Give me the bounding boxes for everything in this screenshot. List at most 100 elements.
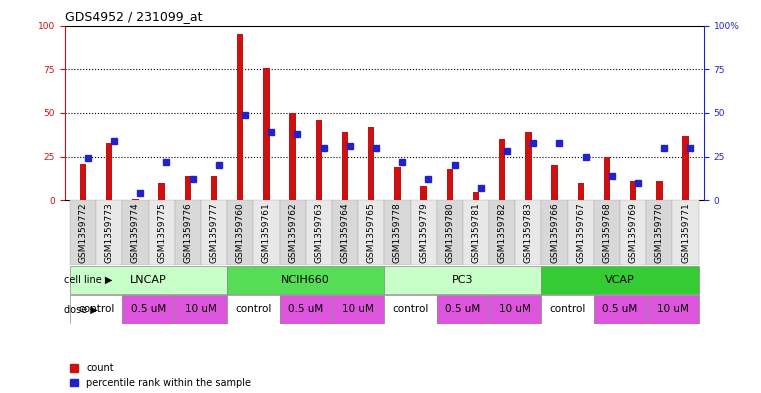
Bar bbox=[515, 200, 542, 265]
Bar bbox=[279, 200, 306, 265]
Bar bbox=[201, 200, 227, 265]
Text: GSM1359762: GSM1359762 bbox=[288, 202, 297, 263]
Bar bbox=[620, 200, 646, 265]
Bar bbox=[384, 200, 410, 265]
Text: GSM1359776: GSM1359776 bbox=[183, 202, 193, 263]
Bar bbox=[106, 143, 113, 200]
Text: GSM1359769: GSM1359769 bbox=[629, 202, 638, 263]
Text: cell line ▶: cell line ▶ bbox=[64, 275, 113, 285]
Text: control: control bbox=[549, 305, 586, 314]
Bar bbox=[683, 136, 689, 200]
Text: control: control bbox=[235, 305, 272, 314]
Bar bbox=[279, 296, 332, 323]
Text: GSM1359782: GSM1359782 bbox=[498, 202, 507, 263]
Text: GSM1359767: GSM1359767 bbox=[576, 202, 585, 263]
Bar bbox=[473, 192, 479, 200]
Text: 0.5 uM: 0.5 uM bbox=[288, 305, 323, 314]
Text: GDS4952 / 231099_at: GDS4952 / 231099_at bbox=[65, 10, 202, 23]
Bar bbox=[70, 296, 123, 323]
Bar bbox=[410, 200, 437, 265]
Bar bbox=[463, 200, 489, 265]
Bar bbox=[646, 200, 673, 265]
Bar bbox=[185, 176, 191, 200]
Bar bbox=[489, 296, 542, 323]
Text: GSM1359775: GSM1359775 bbox=[157, 202, 166, 263]
Bar bbox=[175, 200, 201, 265]
Text: PC3: PC3 bbox=[452, 275, 473, 285]
Text: GSM1359766: GSM1359766 bbox=[550, 202, 559, 263]
Text: GSM1359764: GSM1359764 bbox=[340, 202, 349, 263]
Bar bbox=[603, 157, 610, 200]
Text: GSM1359770: GSM1359770 bbox=[655, 202, 664, 263]
Bar bbox=[542, 200, 568, 265]
Text: LNCAP: LNCAP bbox=[130, 275, 167, 285]
Text: VCAP: VCAP bbox=[605, 275, 635, 285]
Text: GSM1359778: GSM1359778 bbox=[393, 202, 402, 263]
Bar bbox=[551, 165, 558, 200]
Bar bbox=[578, 183, 584, 200]
Bar bbox=[542, 296, 594, 323]
Text: NCIH660: NCIH660 bbox=[282, 275, 330, 285]
Bar bbox=[673, 200, 699, 265]
Bar bbox=[80, 164, 86, 200]
Bar bbox=[420, 186, 427, 200]
Text: GSM1359779: GSM1359779 bbox=[419, 202, 428, 263]
Text: 0.5 uM: 0.5 uM bbox=[131, 305, 166, 314]
Bar bbox=[542, 266, 699, 294]
Text: GSM1359772: GSM1359772 bbox=[78, 202, 88, 263]
Bar bbox=[384, 266, 542, 294]
Bar bbox=[646, 296, 699, 323]
Bar bbox=[70, 200, 96, 265]
Bar bbox=[394, 167, 401, 200]
Text: GSM1359760: GSM1359760 bbox=[236, 202, 245, 263]
Text: 0.5 uM: 0.5 uM bbox=[445, 305, 480, 314]
Bar bbox=[499, 139, 505, 200]
Bar bbox=[384, 296, 437, 323]
Text: GSM1359773: GSM1359773 bbox=[105, 202, 113, 263]
Bar bbox=[368, 127, 374, 200]
Bar bbox=[148, 200, 175, 265]
Bar bbox=[437, 200, 463, 265]
Bar bbox=[306, 200, 332, 265]
Bar bbox=[227, 296, 279, 323]
Bar bbox=[227, 200, 253, 265]
Text: GSM1359763: GSM1359763 bbox=[314, 202, 323, 263]
Text: GSM1359771: GSM1359771 bbox=[681, 202, 690, 263]
Bar bbox=[123, 296, 175, 323]
Bar bbox=[358, 200, 384, 265]
Bar bbox=[70, 266, 227, 294]
Text: dose ▶: dose ▶ bbox=[64, 305, 98, 314]
Bar bbox=[227, 266, 384, 294]
Bar bbox=[568, 200, 594, 265]
Bar bbox=[132, 199, 139, 200]
Bar bbox=[263, 68, 269, 200]
Text: GSM1359774: GSM1359774 bbox=[131, 202, 140, 263]
Bar bbox=[289, 113, 296, 200]
Text: GSM1359781: GSM1359781 bbox=[472, 202, 480, 263]
Text: GSM1359765: GSM1359765 bbox=[367, 202, 376, 263]
Text: 10 uM: 10 uM bbox=[342, 305, 374, 314]
Text: 10 uM: 10 uM bbox=[657, 305, 689, 314]
Text: GSM1359783: GSM1359783 bbox=[524, 202, 533, 263]
Bar bbox=[332, 296, 384, 323]
Text: 10 uM: 10 uM bbox=[185, 305, 217, 314]
Bar bbox=[437, 296, 489, 323]
Bar bbox=[253, 200, 279, 265]
Bar bbox=[316, 120, 322, 200]
Text: 0.5 uM: 0.5 uM bbox=[603, 305, 638, 314]
Bar bbox=[489, 200, 515, 265]
Bar bbox=[594, 200, 620, 265]
Legend: count, percentile rank within the sample: count, percentile rank within the sample bbox=[69, 363, 251, 388]
Bar bbox=[342, 132, 349, 200]
Bar bbox=[525, 132, 532, 200]
Text: control: control bbox=[78, 305, 114, 314]
Bar bbox=[447, 169, 453, 200]
Bar bbox=[96, 200, 123, 265]
Bar bbox=[123, 200, 148, 265]
Bar bbox=[175, 296, 227, 323]
Text: GSM1359761: GSM1359761 bbox=[262, 202, 271, 263]
Text: GSM1359777: GSM1359777 bbox=[209, 202, 218, 263]
Text: control: control bbox=[393, 305, 428, 314]
Bar bbox=[332, 200, 358, 265]
Bar bbox=[237, 34, 244, 200]
